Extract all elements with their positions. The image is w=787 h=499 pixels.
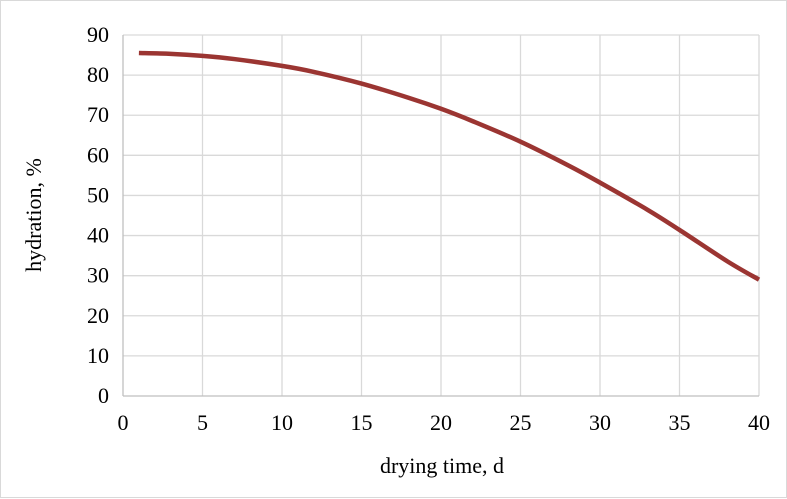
y-tick-label: 0 [98, 383, 109, 408]
y-tick-label: 50 [87, 182, 109, 207]
y-axis-title: hydration, % [21, 158, 46, 272]
x-tick-label: 40 [748, 410, 770, 435]
grid-lines [123, 34, 760, 396]
series-group [138, 50, 761, 282]
y-tick-label: 20 [87, 303, 109, 328]
x-tick-label: 10 [271, 410, 293, 435]
axes [122, 35, 759, 397]
x-tick-label: 0 [118, 410, 129, 435]
y-tick-label: 90 [87, 22, 109, 47]
y-tick-label: 60 [87, 142, 109, 167]
x-tick-label: 30 [589, 410, 611, 435]
x-tick-label: 5 [197, 410, 208, 435]
y-tick-label: 40 [87, 223, 109, 248]
y-tick-label: 80 [87, 62, 109, 87]
x-tick-label: 15 [351, 410, 373, 435]
y-tick-label: 70 [87, 102, 109, 127]
x-tick-label: 25 [510, 410, 532, 435]
y-tick-label: 10 [87, 343, 109, 368]
x-axis-title: drying time, d [380, 453, 504, 478]
y-tick-labels: 0 10 20 30 40 50 60 70 80 90 [87, 22, 109, 408]
series-line [138, 50, 761, 282]
y-tick-label: 30 [87, 263, 109, 288]
x-tick-labels: 0 5 10 15 20 25 30 35 40 [118, 410, 771, 435]
x-tick-label: 20 [430, 410, 452, 435]
x-tick-label: 35 [669, 410, 691, 435]
